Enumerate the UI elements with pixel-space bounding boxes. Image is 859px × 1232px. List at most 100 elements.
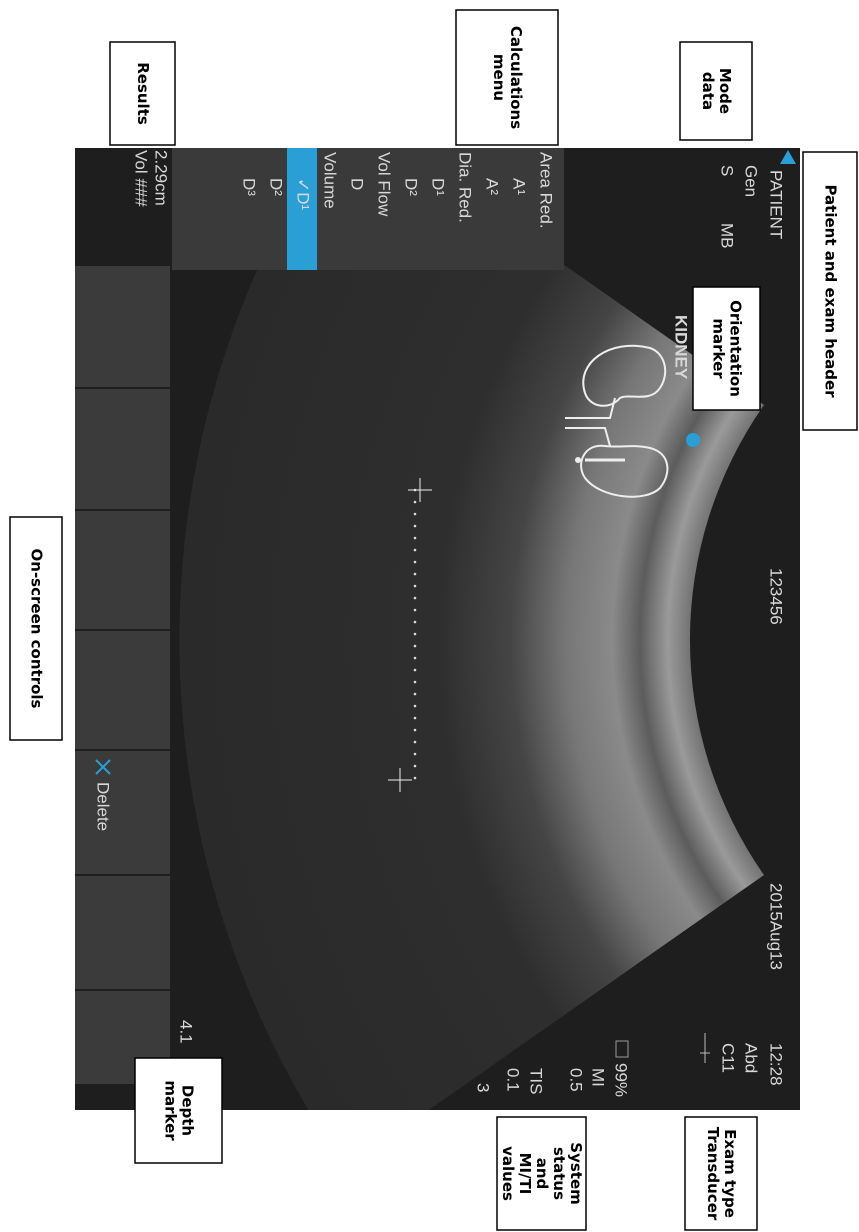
orientation-dot (686, 433, 700, 447)
control-button[interactable] (75, 389, 170, 509)
callout-text: Exam type (721, 1129, 739, 1218)
status-value: TIS (527, 1068, 546, 1094)
exam-time: 12:28 (767, 1043, 786, 1086)
patient-id: 123456 (767, 568, 786, 625)
status-value: 99% (612, 1063, 631, 1097)
transducer: C11 (719, 1043, 738, 1073)
caliper-dot (413, 680, 417, 684)
battery-icon (615, 1040, 629, 1058)
menu-item: Vol Flow (375, 152, 394, 217)
caliper-dot (413, 500, 417, 504)
caliper-dot (413, 716, 417, 720)
menu-item: A² (483, 178, 502, 195)
caliper-dot (413, 596, 417, 600)
menu-item: D (348, 178, 367, 190)
control-button[interactable] (75, 751, 170, 874)
control-button[interactable] (75, 511, 170, 629)
menu-item: A¹ (510, 178, 529, 195)
caliper-dot (413, 584, 417, 588)
caliper-dot (413, 524, 417, 528)
patient-icon (780, 150, 796, 164)
caliper-dot (413, 512, 417, 516)
menu-item: D² (402, 178, 421, 196)
menu-item: Volume (321, 152, 340, 209)
mode-data: Gen (742, 165, 761, 197)
mode-data: MB (718, 223, 737, 249)
control-button[interactable] (75, 631, 170, 749)
callout-box (496, 1116, 587, 1231)
ultrasound-sector (179, 148, 764, 1110)
caliper-dot (413, 704, 417, 708)
caliper-dot (413, 620, 417, 624)
caliper-dot (413, 644, 417, 648)
caliper-dot (413, 668, 417, 672)
caliper-dot (413, 608, 417, 612)
callout-text: status (550, 1147, 568, 1200)
caliper-dot (413, 692, 417, 696)
calc-menu-bg (172, 148, 564, 270)
callout-text: Depth (179, 1085, 197, 1136)
caliper-dot (413, 764, 417, 768)
callout-text: Transducer (704, 1127, 722, 1221)
callout-box (802, 151, 858, 431)
exam-type: Abd (742, 1043, 761, 1073)
control-button[interactable] (75, 876, 170, 989)
caliper-dot (413, 752, 417, 756)
result-value: Vol ### (132, 150, 151, 207)
status-value: 0.5 (567, 1068, 586, 1092)
annotation: KIDNEY (672, 315, 691, 380)
callout-text: Calculations (507, 26, 525, 129)
menu-item: D² (267, 178, 286, 196)
callout-text: Patient and exam header (822, 184, 840, 398)
callout-text: data (699, 72, 717, 110)
caliper-dot (413, 536, 417, 540)
caliper-dot (413, 560, 417, 564)
depth-marker: 4.1 (177, 1020, 196, 1044)
menu-highlight (287, 148, 317, 270)
caliper-dot (413, 548, 417, 552)
menu-item: Area Red. (537, 152, 556, 229)
callout-text: Results (134, 62, 152, 125)
caliper-dot (413, 572, 417, 576)
caliper-dot (413, 632, 417, 636)
image-area (179, 148, 764, 1110)
menu-item: D¹ (429, 178, 448, 196)
patient-label: PATIENT (767, 170, 786, 239)
caliper-dot (413, 740, 417, 744)
callout-text: values (499, 1146, 517, 1201)
callout-box (109, 41, 176, 146)
callout-box (455, 9, 559, 146)
exam-date: 2015Aug13 (767, 883, 786, 970)
i-marker-dot (575, 457, 581, 463)
caliper-dot (413, 776, 417, 780)
delete-icon (95, 759, 111, 775)
callout-box (134, 1057, 223, 1164)
callout-text: Orientation (727, 300, 745, 397)
caliper-dot (413, 728, 417, 732)
transducer-icon (700, 1033, 710, 1063)
menu-item: D³ (240, 178, 259, 196)
callout-text: and (533, 1158, 551, 1190)
callout-text: marker (162, 1080, 180, 1141)
callout-text: On-screen controls (28, 549, 46, 709)
status-value: MI (589, 1068, 608, 1087)
caliper-dot (413, 656, 417, 660)
callout: Results (134, 62, 152, 125)
kidney-icon (565, 344, 669, 498)
caliper-cross (408, 478, 432, 502)
callout-text: menu (490, 54, 508, 101)
status-value: 3 (474, 1083, 493, 1092)
control-button[interactable] (75, 266, 170, 387)
callout: On-screen controls (28, 549, 46, 709)
callout-box (679, 41, 753, 141)
mode-data: S (718, 165, 737, 176)
menu-item: ✓D¹ (294, 178, 313, 211)
